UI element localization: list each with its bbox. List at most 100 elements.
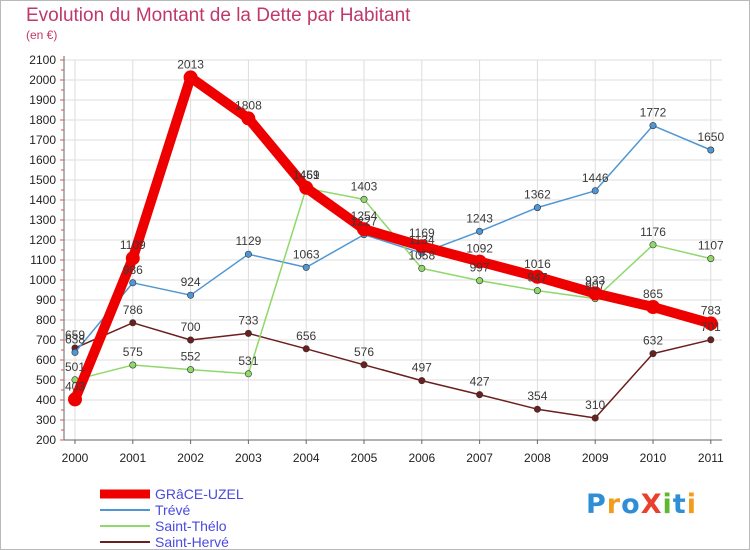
data-label: 497 [412, 361, 432, 375]
y-tick-label: 500 [36, 373, 56, 387]
logo-letter: X [640, 489, 663, 520]
legend-label: Trévé [155, 502, 190, 518]
series-point [588, 286, 603, 301]
data-label: 632 [643, 334, 663, 348]
series-point [533, 405, 541, 413]
y-tick-label: 1600 [29, 153, 56, 167]
x-tick-label: 2011 [698, 451, 724, 465]
series-point [129, 361, 137, 369]
series-point [71, 348, 79, 356]
series-point [591, 414, 599, 422]
series-point [299, 180, 314, 195]
y-tick-label: 800 [36, 313, 56, 327]
series-point [187, 291, 195, 299]
axes [63, 56, 722, 441]
y-tick-label: 1100 [30, 253, 56, 267]
data-label: 907 [585, 279, 605, 293]
data-label: 701 [701, 320, 721, 334]
x-tick-label: 2004 [293, 451, 320, 465]
data-label: 1092 [466, 242, 493, 256]
data-label: 2013 [177, 57, 204, 71]
y-tick-label: 700 [36, 333, 56, 347]
y-tick-label: 900 [36, 293, 56, 307]
series-point [357, 222, 371, 237]
x-tick-label: 2006 [408, 451, 435, 465]
data-label: 552 [181, 350, 201, 364]
x-tick-label: 2008 [524, 451, 551, 465]
x-tick-label: 2001 [119, 451, 146, 465]
series-point [360, 195, 368, 203]
x-tick-label: 2003 [235, 451, 262, 465]
data-label: 1446 [582, 171, 609, 185]
logo-letter: t [672, 489, 687, 520]
data-label: 427 [470, 375, 490, 389]
data-label: 1107 [698, 239, 724, 253]
logo-letter: o [621, 489, 641, 520]
series-layer [68, 70, 718, 422]
data-label: 1254 [351, 209, 378, 223]
data-label: 310 [585, 398, 605, 412]
series-point [530, 269, 545, 284]
series-line-3 [70, 72, 716, 405]
y-tick-label: 2100 [29, 53, 56, 67]
chart-title: Evolution du Montant de la Dette par Hab… [26, 5, 411, 26]
data-label: 659 [65, 328, 85, 342]
y-tick-label: 1700 [29, 133, 56, 147]
data-label: 501 [65, 360, 85, 374]
data-label: 1459 [293, 168, 320, 182]
x-tick-label: 2005 [351, 451, 378, 465]
y-tick-label: 2000 [29, 73, 56, 87]
data-label: 1129 [235, 234, 261, 248]
data-label: 403 [65, 379, 85, 393]
series-point [649, 241, 657, 249]
data-label: 656 [296, 329, 316, 343]
data-label: 1109 [120, 238, 146, 252]
series-point [129, 319, 137, 327]
data-labels: 659 786 700 733 656 576 497 427 354 310 632 701 638 9… [65, 57, 724, 412]
legend-label: Saint-Hervé [155, 534, 229, 550]
data-label: 1362 [524, 188, 551, 202]
y-tick-label: 1200 [29, 233, 56, 247]
y-tick-label: 1000 [29, 273, 56, 287]
y-tick-label: 600 [36, 353, 56, 367]
data-label: 576 [354, 345, 374, 359]
data-label: 924 [181, 275, 201, 289]
data-label: 1243 [466, 211, 493, 225]
data-label: 1403 [351, 179, 378, 193]
series-point [360, 361, 368, 369]
data-label: 575 [123, 345, 143, 359]
data-label: 1058 [408, 248, 435, 262]
series-point [533, 204, 541, 212]
data-label: 1808 [235, 98, 262, 112]
series-point [649, 122, 657, 130]
series-point [241, 111, 256, 126]
data-label: 700 [181, 320, 201, 334]
series-point [302, 345, 310, 353]
series-point [183, 70, 198, 85]
data-label: 1461 [293, 168, 320, 182]
series-point [476, 277, 484, 285]
legend-label: GRâCE-UZEL [155, 486, 244, 502]
x-tick-label: 2000 [62, 451, 89, 465]
series-point [244, 370, 252, 378]
y-tick-label: 1900 [29, 93, 56, 107]
y-tick-label: 300 [36, 413, 56, 427]
grid-lines [64, 59, 722, 441]
series-point [414, 239, 429, 254]
data-label: 986 [123, 263, 143, 277]
data-label: 786 [123, 303, 143, 317]
logo-letter: P [586, 489, 607, 520]
series-point [591, 187, 599, 195]
legend-label: Saint-Thélo [155, 518, 227, 534]
x-axis-ticks: 2000 2001 2002 2003 2004 2005 2006 2007 2008 2009… [62, 440, 724, 465]
data-label: 1227 [351, 215, 378, 229]
logo-letter: r [606, 489, 622, 520]
x-tick-label: 2002 [177, 451, 204, 465]
series-point [187, 366, 195, 374]
data-label: 638 [65, 332, 85, 346]
data-label: 733 [238, 313, 258, 327]
y-tick-label: 1500 [29, 173, 56, 187]
series-line-2 [74, 187, 712, 381]
